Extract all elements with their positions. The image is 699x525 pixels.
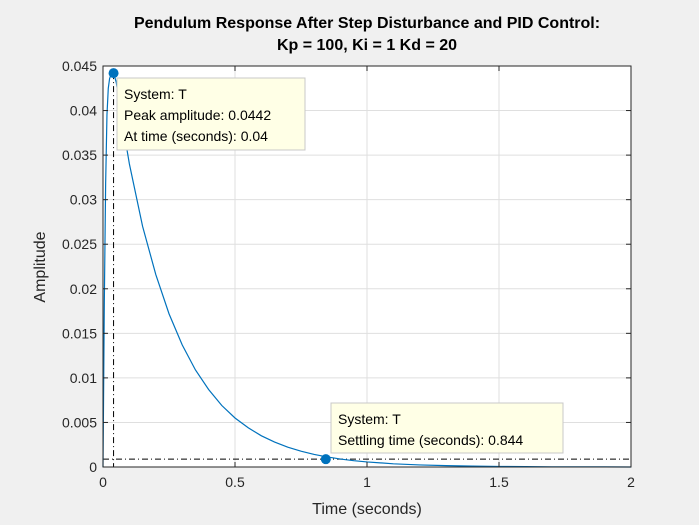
markers <box>108 68 331 465</box>
chart-title-line1: Pendulum Response After Step Disturbance… <box>134 15 600 32</box>
x-tick-label: 0.5 <box>225 474 245 490</box>
chart-title-line2: Kp = 100, Ki = 1 Kd = 20 <box>277 37 457 54</box>
peak-datatip-amplitude: Peak amplitude: 0.0442 <box>124 107 271 123</box>
x-tick-label: 2 <box>627 474 635 490</box>
y-tick-label: 0.035 <box>62 147 97 163</box>
y-tick-label: 0.015 <box>62 325 97 341</box>
y-tick-label: 0.02 <box>70 281 97 297</box>
y-tick-label: 0.045 <box>62 58 97 74</box>
y-axis-label: Amplitude <box>32 231 49 302</box>
x-tick-label: 1.5 <box>489 474 509 490</box>
x-axis-label: Time (seconds) <box>312 501 422 518</box>
peak-datatip-box <box>116 77 306 151</box>
peak-datatip-system: System: T <box>124 86 187 102</box>
peak-marker[interactable] <box>108 68 119 79</box>
y-tick-label: 0.01 <box>70 370 97 386</box>
y-tick-label: 0 <box>89 459 97 475</box>
settling-marker[interactable] <box>320 454 331 465</box>
y-tick-label: 0.005 <box>62 414 97 430</box>
y-tick-label: 0.03 <box>70 192 97 208</box>
y-tick-label: 0.04 <box>70 103 97 119</box>
grid <box>103 66 631 467</box>
y-tick-label: 0.025 <box>62 236 97 252</box>
peak-datatip[interactable]: System: T Peak amplitude: 0.0442 At time… <box>116 77 306 151</box>
reference-lines <box>103 73 631 467</box>
settling-datatip[interactable]: System: T Settling time (seconds): 0.844 <box>330 402 564 454</box>
peak-datatip-time: At time (seconds): 0.04 <box>124 128 268 144</box>
x-tick-label: 1 <box>363 474 371 490</box>
x-tick-label: 0 <box>99 474 107 490</box>
settling-datatip-time: Settling time (seconds): 0.844 <box>338 432 523 448</box>
ticks: 0 0.5 1 1.5 2 0 0.005 0.01 0.015 0.02 0.025 0.03 0.0… <box>62 58 635 490</box>
settling-datatip-box <box>330 402 564 454</box>
settling-datatip-system: System: T <box>338 411 401 427</box>
